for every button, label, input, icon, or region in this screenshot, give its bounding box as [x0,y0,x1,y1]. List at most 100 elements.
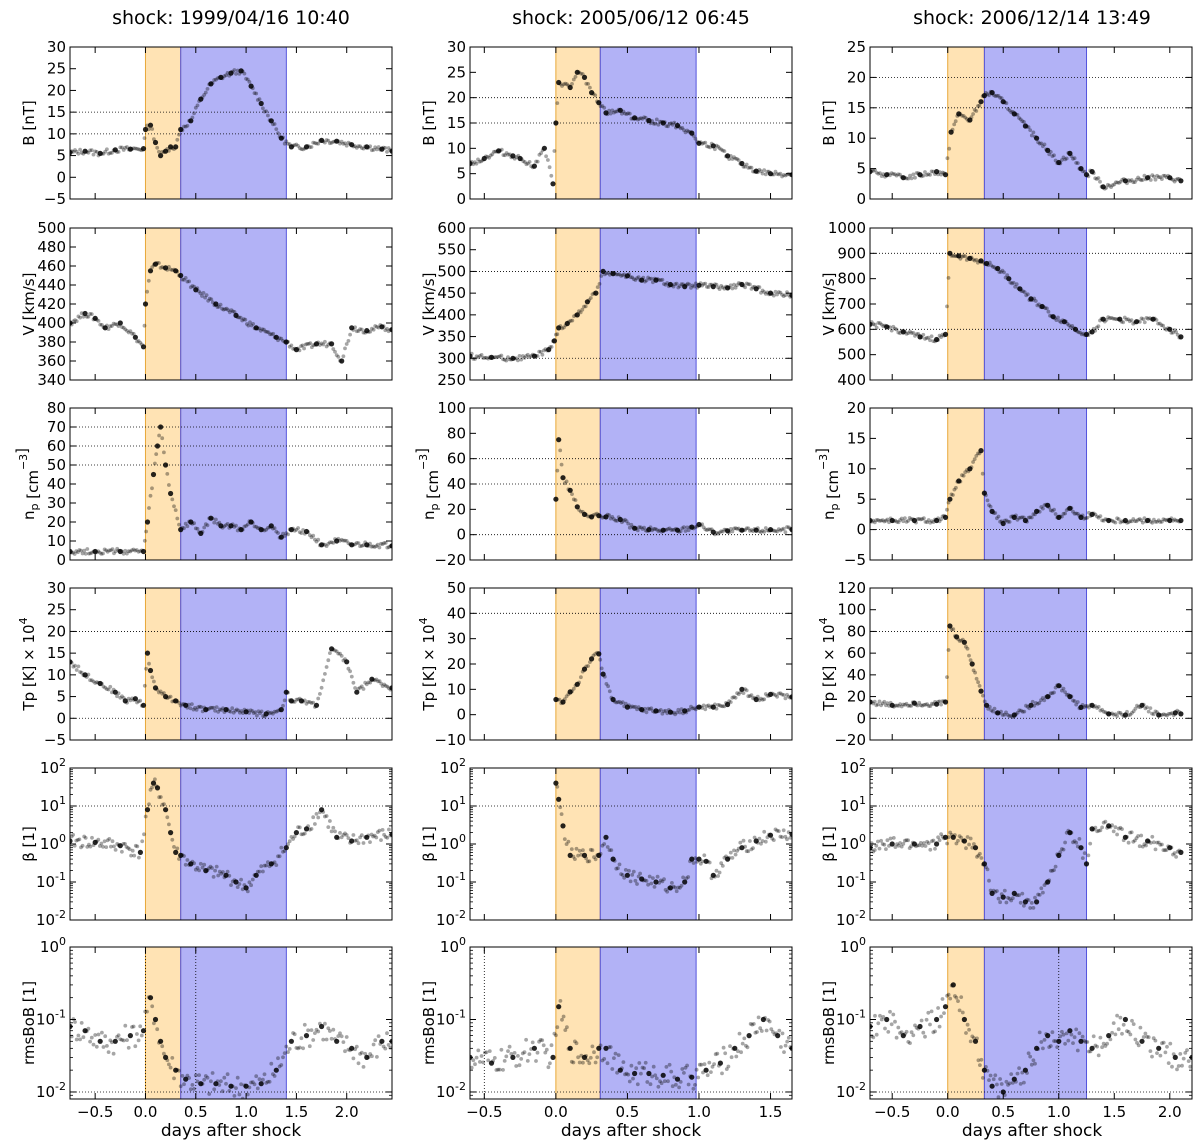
x-tick-label: 0.5 [615,1103,639,1121]
data-point [140,548,147,555]
data-sample [778,528,783,533]
data-sample [1136,1043,1141,1048]
data-sample [381,1044,386,1049]
data-point [1167,845,1173,851]
ylabel-1999-rmsbob: rmsBoB [1] [20,981,38,1065]
data-sample [1150,520,1155,525]
data-sample [1116,826,1121,831]
data-sample [111,321,116,326]
data-point [632,525,638,531]
data-sample [1052,690,1056,695]
data-sample [323,339,327,344]
data-sample [937,1024,942,1029]
data-sample [377,679,382,683]
data-sample [891,836,896,840]
data-sample [621,1060,626,1064]
data-sample [226,308,231,312]
data-sample [256,709,261,714]
data-sample [752,835,757,840]
data-sample [282,1051,287,1055]
data-sample [242,524,247,529]
data-sample [507,1044,512,1049]
data-point [603,110,609,116]
data-sample [1166,712,1171,716]
data-sample [748,694,752,698]
data-series-2006-density [870,448,1184,527]
data-point [278,707,284,713]
data-sample [674,281,679,286]
data-sample [338,538,342,543]
data-sample [1091,1034,1096,1039]
data-sample [1061,1032,1066,1037]
data-point [102,325,108,331]
data-sample [1188,1064,1192,1069]
data-sample [501,357,505,362]
data-sample [207,1092,212,1096]
data-sample [366,833,371,838]
data-point [178,527,184,533]
data-sample [590,848,595,853]
data-sample [740,1041,745,1046]
data-sample [567,319,571,324]
data-sample [1070,324,1075,328]
ylabel-2005-beta: β [1] [420,826,438,862]
data-sample [1096,1053,1101,1058]
data-sample [496,355,500,359]
data-sample [1039,886,1044,891]
data-sample [1118,520,1123,525]
data-sample [351,328,356,332]
data-sample [84,675,89,679]
data-point [1078,514,1084,521]
data-point [248,83,254,89]
data-point [1178,334,1184,340]
data-sample [908,329,912,334]
data-point [268,861,274,867]
data-point [379,146,385,152]
data-sample [116,150,121,154]
data-sample [313,1031,317,1035]
data-point [117,548,123,555]
data-sample [210,81,215,85]
data-sample [617,862,622,867]
data-sample [296,825,300,829]
data-point [1150,316,1156,322]
data-series-1999-velocity [70,261,392,364]
data-sample [1041,144,1045,149]
data-sample [535,159,540,164]
data-sample [200,529,205,534]
data-sample [485,154,490,159]
data-point [646,527,652,533]
data-sample [304,701,309,706]
data-sample [211,875,216,879]
data-sample [220,306,225,311]
data-sample [716,531,720,536]
data-sample [1047,694,1052,699]
data-sample [1010,896,1015,901]
data-sample [546,1065,551,1070]
data-sample [605,845,610,849]
data-point [92,548,98,555]
data-point [1122,834,1128,840]
data-sample [348,669,352,674]
data-sample [193,867,198,872]
data-sample [192,861,197,866]
data-sample [203,90,208,95]
data-point [1000,99,1006,105]
data-sample [471,1058,476,1063]
data-sample [936,338,940,342]
data-sample [1129,830,1134,835]
data-sample [142,538,147,543]
data-sample [239,877,244,882]
data-sample [535,1050,540,1055]
data-sample [1128,830,1132,835]
data-sample [266,710,270,714]
data-sample [1125,520,1129,525]
data-point [600,268,606,274]
data-sample [574,1041,579,1046]
data-point [1045,502,1051,508]
data-sample [195,866,200,870]
data-sample [1037,893,1042,897]
data-point [163,1054,169,1060]
data-sample [663,888,668,892]
data-sample [1022,290,1027,295]
